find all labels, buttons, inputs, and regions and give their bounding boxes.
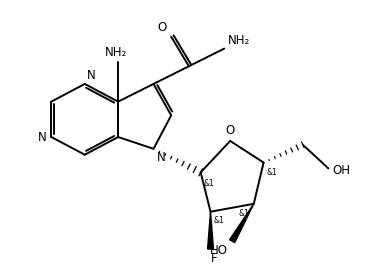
Text: N: N (157, 151, 165, 164)
Polygon shape (229, 204, 254, 243)
Text: &1: &1 (267, 168, 277, 178)
Text: N: N (87, 69, 96, 82)
Text: N: N (38, 130, 46, 143)
Text: NH₂: NH₂ (105, 46, 127, 59)
Text: &1: &1 (214, 216, 224, 225)
Text: O: O (157, 21, 167, 34)
Text: NH₂: NH₂ (227, 34, 250, 47)
Text: &1: &1 (204, 179, 214, 189)
Text: F: F (211, 252, 218, 265)
Text: O: O (225, 124, 235, 137)
Polygon shape (208, 212, 213, 249)
Text: &1: &1 (238, 208, 249, 218)
Text: OH: OH (332, 164, 350, 177)
Text: HO: HO (209, 244, 227, 257)
